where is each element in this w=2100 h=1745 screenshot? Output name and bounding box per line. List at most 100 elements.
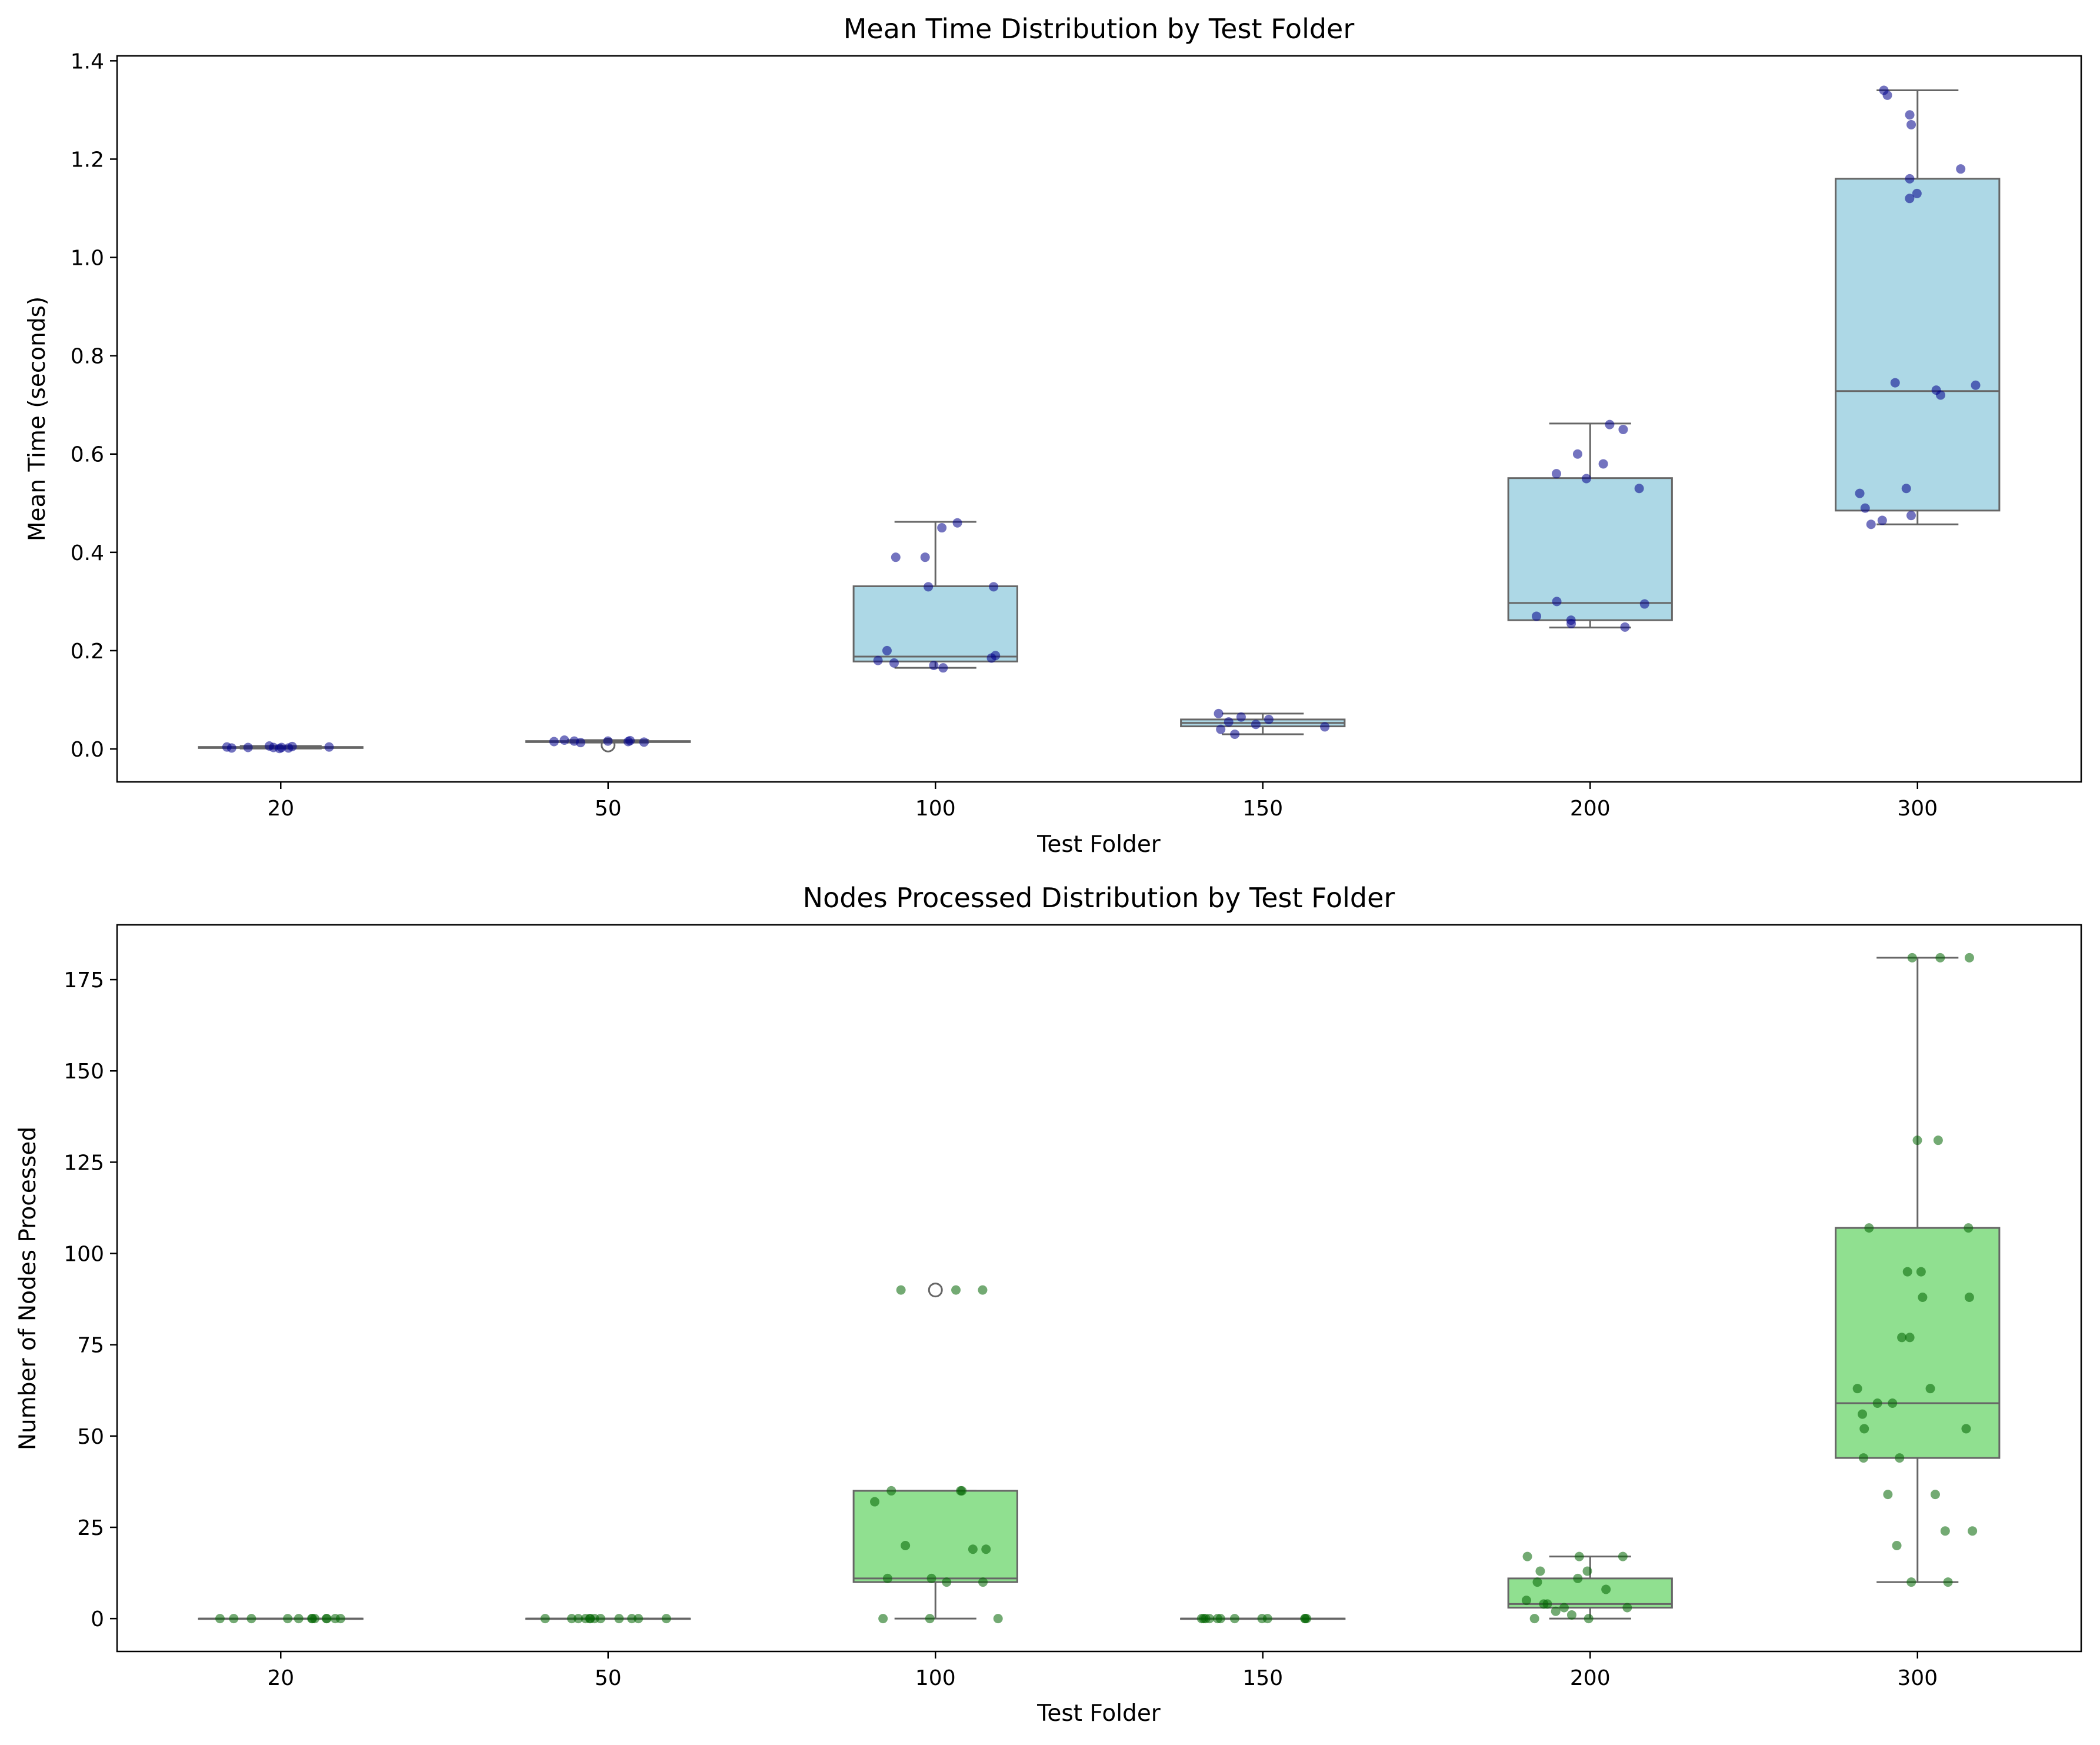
- data-point: [1552, 597, 1562, 607]
- y-axis-label: Mean Time (seconds): [24, 297, 51, 541]
- data-point: [1566, 615, 1576, 625]
- x-tick-label: 300: [1897, 1666, 1938, 1690]
- data-point: [873, 655, 883, 665]
- data-point: [1212, 1614, 1222, 1624]
- data-point: [1257, 1614, 1267, 1624]
- data-point: [1859, 1424, 1869, 1434]
- data-point: [1931, 385, 1941, 395]
- data-point: [639, 737, 649, 747]
- data-point: [938, 663, 948, 673]
- data-point: [1940, 1526, 1950, 1536]
- data-point: [1879, 85, 1889, 95]
- chart-title: Mean Time Distribution by Test Folder: [844, 13, 1355, 45]
- data-point: [1584, 1614, 1594, 1624]
- x-tick-label: 150: [1242, 797, 1283, 821]
- data-point: [1935, 953, 1945, 963]
- data-point: [540, 1614, 550, 1624]
- x-axis-label: Test Folder: [1036, 831, 1161, 858]
- data-point: [243, 742, 253, 752]
- y-tick-label: 0: [91, 1607, 104, 1631]
- box-body: [1835, 178, 2001, 512]
- data-point: [1320, 722, 1330, 732]
- data-point: [882, 645, 892, 655]
- data-point: [215, 1614, 225, 1624]
- y-tick-label: 50: [77, 1425, 104, 1449]
- data-point: [956, 1486, 966, 1496]
- box-200: [1507, 422, 1673, 629]
- data-point: [929, 660, 939, 670]
- data-point: [989, 582, 999, 592]
- x-tick-label: 100: [915, 797, 956, 821]
- y-tick-label: 175: [64, 968, 104, 993]
- data-point: [942, 1577, 952, 1587]
- data-point: [1890, 378, 1900, 388]
- data-point: [1852, 1384, 1862, 1394]
- data-point: [1858, 1453, 1868, 1463]
- data-point: [1566, 1610, 1576, 1620]
- box-body: [852, 1490, 1018, 1583]
- data-point: [1901, 484, 1911, 494]
- data-point: [1622, 1603, 1632, 1613]
- data-point: [925, 1614, 935, 1624]
- y-axis-label: Number of Nodes Processed: [15, 1127, 41, 1450]
- data-point: [952, 518, 962, 528]
- box-body: [852, 585, 1018, 662]
- x-tick-label: 20: [267, 1666, 294, 1690]
- box-150: [1180, 712, 1346, 735]
- y-tick-label: 0.4: [71, 541, 104, 565]
- x-tick-label: 200: [1570, 1666, 1611, 1690]
- axes-frame: [116, 55, 2082, 783]
- data-point: [1877, 515, 1887, 525]
- data-point: [322, 1614, 332, 1624]
- data-point: [324, 742, 334, 752]
- data-point: [1912, 188, 1922, 198]
- data-point: [1912, 1135, 1922, 1145]
- data-point: [1906, 1577, 1916, 1587]
- x-tick-label: 50: [595, 797, 622, 821]
- y-tick-label: 75: [77, 1334, 104, 1358]
- data-point: [229, 1614, 239, 1624]
- data-point: [661, 1614, 671, 1624]
- data-point: [1532, 1577, 1542, 1587]
- y-tick-label: 150: [64, 1060, 104, 1084]
- data-point: [1858, 1409, 1868, 1419]
- data-point: [1855, 488, 1865, 498]
- x-tick-label: 100: [915, 1666, 956, 1690]
- data-point: [1573, 1573, 1583, 1583]
- data-point: [896, 1285, 906, 1295]
- data-point: [330, 1614, 340, 1624]
- y-tick-label: 0.0: [71, 738, 104, 762]
- data-point: [1866, 519, 1876, 530]
- data-point: [924, 582, 934, 592]
- data-point: [1532, 611, 1542, 621]
- data-point: [1864, 1223, 1874, 1233]
- axes-frame: [116, 924, 2082, 1653]
- y-tick-label: 100: [64, 1243, 104, 1267]
- data-point: [1925, 1384, 1935, 1394]
- data-point: [889, 658, 899, 668]
- data-point: [625, 735, 635, 745]
- data-point: [1964, 953, 1974, 963]
- y-tick-label: 25: [77, 1516, 104, 1540]
- data-point: [1572, 449, 1582, 459]
- data-point: [627, 1614, 637, 1624]
- data-point: [1918, 1293, 1928, 1303]
- y-tick-label: 0.8: [71, 345, 104, 369]
- data-point: [978, 1577, 988, 1587]
- y-tick-label: 1.4: [71, 49, 104, 74]
- data-point: [1964, 1223, 1974, 1233]
- data-point: [1574, 1551, 1584, 1561]
- data-point: [1905, 174, 1915, 184]
- y-tick-label: 0.2: [71, 640, 104, 664]
- data-point: [1521, 1596, 1531, 1606]
- data-point: [886, 1486, 896, 1496]
- data-point: [1943, 1577, 1953, 1587]
- data-point: [1905, 110, 1915, 120]
- data-point: [1229, 1614, 1239, 1624]
- data-point: [246, 1614, 256, 1624]
- data-point: [1956, 164, 1966, 174]
- data-point: [1905, 1333, 1915, 1343]
- data-point: [1551, 469, 1561, 479]
- data-point: [1581, 474, 1591, 484]
